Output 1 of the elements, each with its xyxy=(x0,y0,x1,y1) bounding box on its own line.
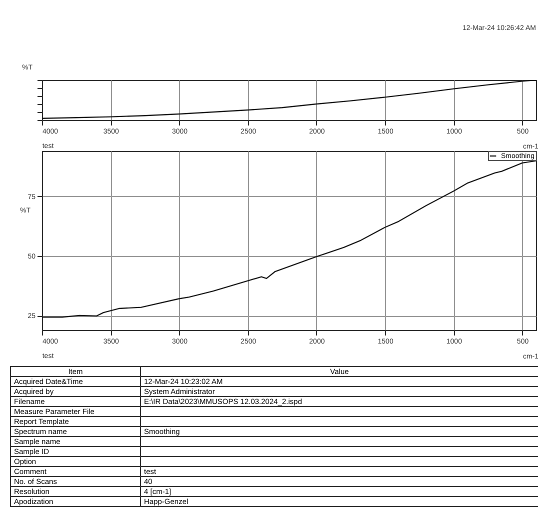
line-series xyxy=(42,160,536,318)
